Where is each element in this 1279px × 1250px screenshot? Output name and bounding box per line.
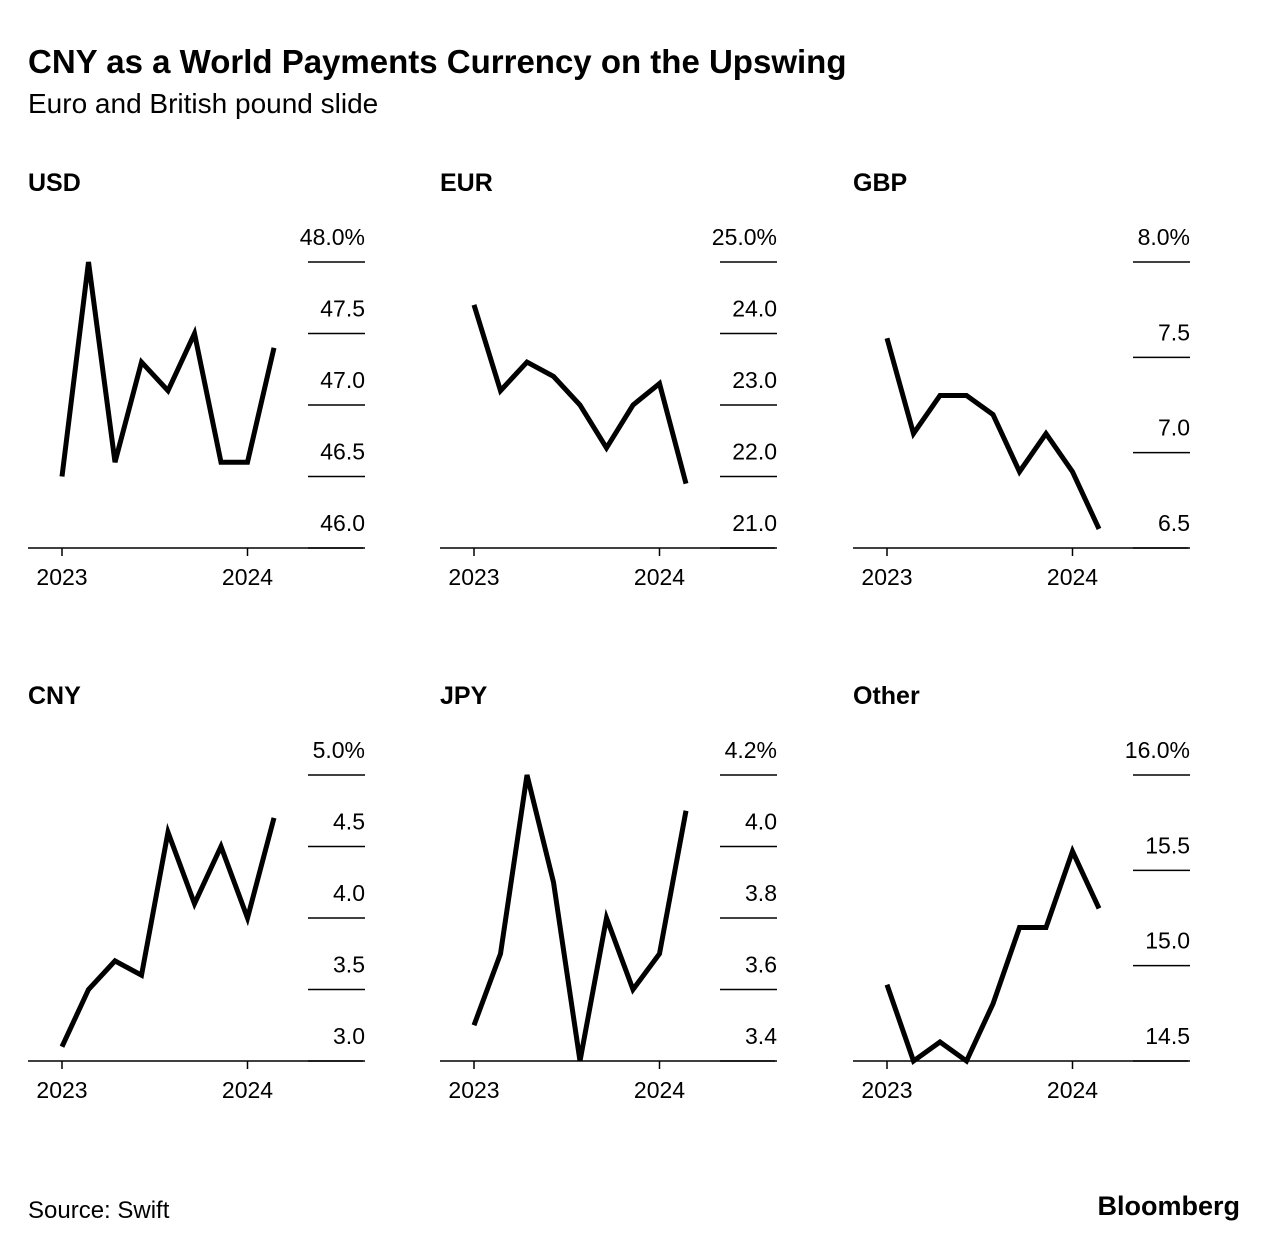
y-tick-label: 5.0%	[313, 737, 365, 763]
brand-logo: Bloomberg	[1097, 1191, 1240, 1221]
y-tick-label: 3.8	[745, 880, 777, 906]
y-tick-label: 4.5	[333, 809, 365, 835]
y-tick-label: 8.0%	[1138, 224, 1190, 250]
x-tick-label: 2024	[634, 1077, 685, 1103]
y-tick-label: 3.0	[333, 1023, 365, 1049]
data-line	[884, 844, 1102, 1065]
y-tick-label: 3.6	[745, 952, 777, 978]
panel-title: USD	[28, 169, 81, 197]
data-line	[59, 817, 277, 1048]
x-tick-label: 2024	[634, 564, 685, 590]
y-tick-label: 4.2%	[725, 737, 777, 763]
x-tick-label: 2024	[1047, 564, 1098, 590]
panel-title: JPY	[440, 682, 488, 710]
panel-title: EUR	[440, 169, 493, 197]
panel-title: Other	[853, 682, 920, 710]
y-tick-label: 3.5	[333, 952, 365, 978]
data-line	[884, 337, 1102, 530]
panel-title: CNY	[28, 682, 81, 710]
source-note: Source: Swift	[28, 1197, 170, 1224]
y-tick-label: 47.5	[320, 296, 365, 322]
x-tick-label: 2023	[36, 1077, 87, 1103]
x-tick-label: 2024	[1047, 1077, 1098, 1103]
y-tick-label: 4.0	[333, 880, 365, 906]
x-tick-label: 2023	[861, 564, 912, 590]
y-tick-label: 22.0	[732, 439, 777, 465]
x-tick-label: 2024	[222, 564, 273, 590]
x-tick-label: 2023	[861, 1077, 912, 1103]
y-tick-label: 6.5	[1158, 510, 1190, 536]
x-tick-label: 2023	[448, 564, 499, 590]
y-tick-label: 47.0	[320, 367, 365, 393]
x-tick-label: 2023	[448, 1077, 499, 1103]
y-tick-label: 46.0	[320, 510, 365, 536]
x-tick-label: 2023	[36, 564, 87, 590]
y-tick-label: 3.4	[745, 1023, 777, 1049]
y-tick-label: 21.0	[732, 510, 777, 536]
y-tick-label: 15.5	[1145, 832, 1190, 858]
chart-subtitle: Euro and British pound slide	[28, 88, 378, 119]
chart-title: CNY as a World Payments Currency on the …	[28, 43, 846, 80]
y-tick-label: 25.0%	[712, 224, 777, 250]
y-tick-label: 7.0	[1158, 415, 1190, 441]
panel-title: GBP	[853, 169, 907, 197]
x-tick-label: 2024	[222, 1077, 273, 1103]
y-tick-label: 14.5	[1145, 1023, 1190, 1049]
data-line	[471, 304, 689, 485]
y-tick-label: 7.5	[1158, 319, 1190, 345]
data-line	[59, 261, 277, 477]
y-tick-label: 15.0	[1145, 928, 1190, 954]
y-tick-label: 4.0	[745, 809, 777, 835]
y-tick-label: 23.0	[732, 367, 777, 393]
y-tick-label: 24.0	[732, 296, 777, 322]
data-line	[471, 774, 689, 1062]
y-tick-label: 46.5	[320, 439, 365, 465]
y-tick-label: 16.0%	[1125, 737, 1190, 763]
y-tick-label: 48.0%	[300, 224, 365, 250]
